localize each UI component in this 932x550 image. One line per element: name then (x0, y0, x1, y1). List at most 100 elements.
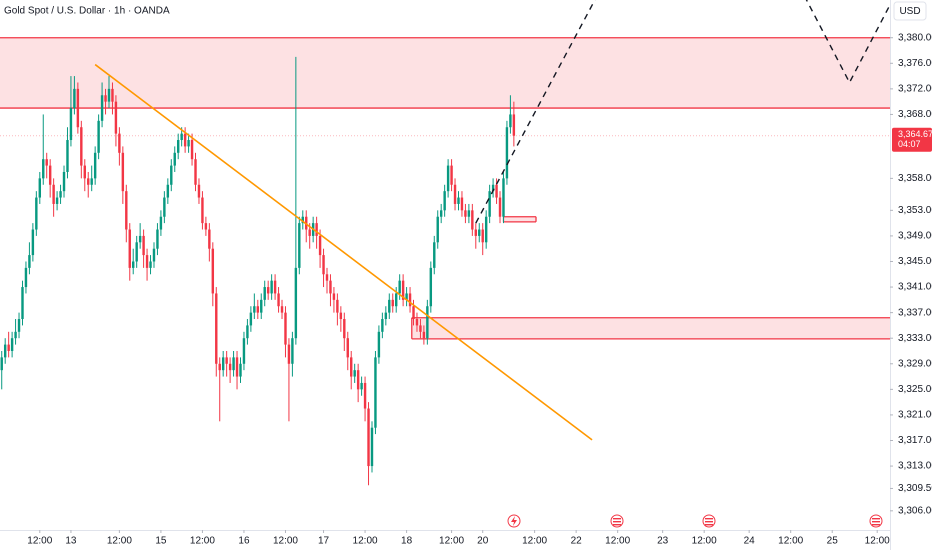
currency[interactable]: USD (899, 6, 920, 17)
y-tick-label: 3,345.000 (898, 256, 932, 267)
candle-body (3, 344, 7, 358)
trendline (94, 63, 593, 441)
candle-body (270, 280, 273, 294)
candle-body (263, 287, 266, 300)
x-tick-label: 15 (155, 536, 167, 547)
candle-body (87, 178, 90, 185)
candle-body (204, 223, 208, 230)
candle-body (401, 280, 405, 300)
candle-body (83, 165, 86, 179)
candle-body (10, 338, 14, 351)
candle-body (329, 280, 332, 294)
candle-body (232, 357, 235, 371)
candle-body (332, 293, 336, 300)
y-tick-label: 3,376.000 (898, 58, 932, 69)
zone (0, 37, 890, 109)
candle-body (107, 88, 111, 102)
candle-body (478, 229, 481, 236)
candle-body (336, 299, 339, 313)
candle-body (339, 312, 343, 320)
x-tick-label: 12:00 (522, 536, 547, 547)
candle-body (471, 210, 474, 230)
y-tick-label: 3,368.000 (898, 109, 932, 120)
flag-icon[interactable] (610, 514, 624, 528)
candle-body (125, 191, 128, 230)
candle-body (104, 95, 107, 102)
candle-body (156, 229, 159, 249)
candle-body (426, 306, 429, 339)
candle-body (135, 242, 138, 262)
y-tick-label: 3,333.000 (898, 333, 932, 344)
x-tick-label: 12:00 (692, 536, 717, 547)
candle-body (294, 267, 298, 339)
candle-body (464, 210, 467, 217)
y-tick-label: 3,358.000 (898, 173, 932, 184)
candle-body (145, 255, 149, 268)
candle-body (93, 152, 97, 179)
candle-body (388, 299, 391, 313)
candle-body (446, 165, 450, 192)
candle-body (343, 319, 346, 339)
y-tick-label: 3,372.000 (898, 84, 932, 95)
candle-body (318, 235, 322, 256)
x-tick-label: 12:00 (27, 536, 52, 547)
candle-body (408, 293, 412, 307)
candle-body (163, 197, 166, 217)
candle-body (66, 140, 69, 172)
candle-body (132, 261, 135, 268)
candle-body (239, 363, 242, 377)
x-tick-label: 12:00 (439, 536, 464, 547)
candle-body (443, 191, 446, 211)
candle-body (208, 229, 211, 249)
candle-body (374, 357, 377, 428)
candle-body (433, 242, 436, 268)
candle-body (419, 325, 422, 332)
candle-body (273, 280, 277, 294)
candle-body (350, 357, 353, 377)
candle-body (45, 159, 48, 166)
candle-body (346, 338, 349, 358)
candle-body (398, 280, 401, 294)
candle-body (291, 338, 294, 364)
y-tick-label: 3,321.000 (898, 410, 932, 421)
currency-box[interactable] (893, 1, 927, 21)
candle-body (55, 197, 59, 204)
candle-body (138, 235, 142, 243)
x-tick-label: 20 (477, 536, 489, 547)
candle-body (249, 312, 253, 326)
candle-body (325, 274, 329, 281)
candle-body (170, 165, 173, 185)
candle-body (460, 197, 464, 211)
candle-body (180, 133, 183, 141)
candle-body (197, 184, 201, 198)
chart-title: Gold Spot / U.S. Dollar · 1h · OANDA (4, 6, 170, 17)
y-tick-label: 3,337.000 (898, 307, 932, 318)
x-tick-label: 24 (744, 536, 756, 547)
y-tick-label: 3,306.000 (898, 505, 932, 516)
flag-icon[interactable] (869, 514, 883, 528)
candle-body (308, 229, 311, 236)
candle-body (149, 261, 152, 268)
candle-body (228, 363, 232, 371)
candle-body (187, 140, 190, 147)
last-price-tag (892, 127, 932, 152)
candle-body (215, 293, 218, 364)
candle-body (211, 248, 215, 294)
candle-body (114, 101, 118, 134)
y-tick-label: 3,325.000 (898, 384, 932, 395)
candle-body (201, 197, 204, 224)
candle-body (498, 197, 502, 217)
y-tick-label: 3,317.000 (898, 435, 932, 446)
candle-body (391, 299, 394, 307)
candle-body (183, 133, 187, 147)
candle-body (142, 235, 145, 256)
candle-body (491, 184, 495, 192)
candle-body (512, 114, 516, 136)
last-price-label: 3,364.670 (898, 129, 932, 139)
candle-body (176, 140, 180, 153)
flag-icon[interactable] (702, 514, 716, 528)
x-tick-label: 25 (827, 536, 839, 547)
candle-body (90, 178, 93, 185)
